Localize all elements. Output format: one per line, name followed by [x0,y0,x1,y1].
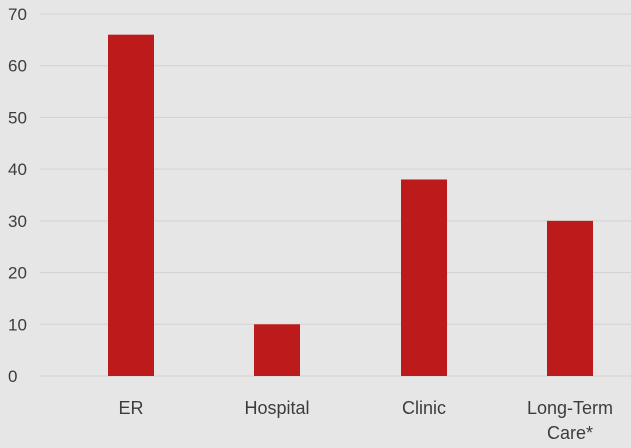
bar [108,34,154,376]
y-tick-label: 60 [8,57,27,76]
y-tick-label: 20 [8,264,27,283]
x-tick-label: Care* [547,423,593,443]
bar [547,220,593,376]
y-tick-label: 0 [8,367,17,386]
bar [254,324,300,376]
y-tick-label: 50 [8,108,27,127]
x-tick-label: ER [118,398,143,418]
x-tick-label: Long-Term [527,398,613,418]
bar [401,179,447,376]
y-tick-label: 30 [8,212,27,231]
x-tick-label: Clinic [402,398,446,418]
y-tick-label: 70 [8,5,27,24]
y-tick-label: 40 [8,160,27,179]
x-tick-label: Hospital [244,398,309,418]
y-tick-label: 10 [8,315,27,334]
